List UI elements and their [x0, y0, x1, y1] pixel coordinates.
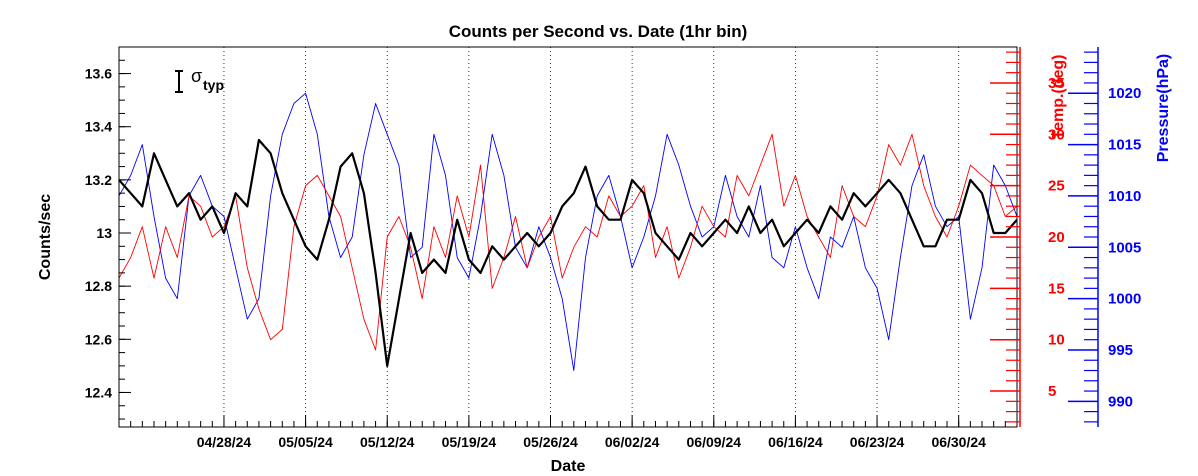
y-axis-pressure: 990 995 1000 1005 1010 1015 1020	[1068, 47, 1141, 427]
sigma-typ-annotation: σ typ	[175, 66, 224, 93]
pressure-tick-label: 1005	[1108, 239, 1141, 256]
x-tick-label: 06/30/24	[931, 434, 986, 450]
counts-line	[118, 138, 1018, 367]
temp-tick-label: 5	[1048, 383, 1056, 400]
x-tick-label: 05/26/24	[523, 434, 578, 450]
x-tick-label: 06/02/24	[605, 434, 660, 450]
x-axis: 04/28/24 05/05/24 05/12/24 05/19/24 05/26/24…	[130, 415, 1006, 450]
x-tick-label: 06/09/24	[687, 434, 742, 450]
temp-tick-label: 20	[1048, 229, 1065, 246]
x-tick-label: 05/19/24	[442, 434, 497, 450]
temp-tick-label: 15	[1048, 280, 1065, 297]
y-axis-temperature: 5 10 15 20 25 30 35	[990, 47, 1065, 427]
temp-tick-label: 30	[1048, 126, 1065, 143]
pressure-tick-label: 1010	[1108, 188, 1141, 205]
x-tick-label: 04/28/24	[197, 434, 252, 450]
x-tick-label: 06/16/24	[768, 434, 823, 450]
y-axis-counts: 12.4 12.6 12.8 13 13.2 13.4 13.6	[85, 59, 131, 420]
chart-title: Counts per Second vs. Date (1hr bin)	[449, 22, 748, 41]
pressure-tick-label: 1015	[1108, 137, 1141, 154]
pressure-tick-label: 995	[1108, 342, 1133, 359]
temp-tick-label: 35	[1048, 75, 1065, 92]
temp-tick-label: 25	[1048, 178, 1065, 195]
x-tick-label: 05/05/24	[278, 434, 333, 450]
x-tick-label: 05/12/24	[360, 434, 415, 450]
y-tick-label: 12.8	[85, 278, 112, 294]
pressure-series	[118, 92, 1018, 371]
y-axis-label-temperature: Temp.(deg)	[1050, 54, 1067, 139]
temperature-line	[118, 133, 1018, 351]
pressure-line	[118, 92, 1018, 371]
temp-tick-label: 10	[1048, 332, 1065, 349]
x-tick-label: 06/23/24	[850, 434, 905, 450]
pressure-tick-label: 1020	[1108, 85, 1141, 102]
y-tick-label: 13.6	[85, 66, 112, 82]
x-axis-label: Date	[551, 458, 586, 475]
y-tick-label: 12.4	[85, 384, 112, 400]
y-tick-label: 13.4	[85, 119, 112, 135]
sigma-subscript: typ	[203, 77, 224, 93]
sigma-symbol: σ	[191, 66, 202, 86]
y-tick-label: 13	[96, 225, 112, 241]
pressure-tick-label: 990	[1108, 393, 1133, 410]
temperature-series	[118, 133, 1018, 351]
counts-series	[118, 138, 1018, 367]
y-tick-label: 13.2	[85, 172, 112, 188]
y-axis-label-pressure: Pressure(hPa)	[1155, 54, 1172, 163]
y-axis-label-counts: Counts/sec	[37, 194, 54, 280]
y-tick-label: 12.6	[85, 331, 112, 347]
pressure-tick-label: 1000	[1108, 291, 1141, 308]
